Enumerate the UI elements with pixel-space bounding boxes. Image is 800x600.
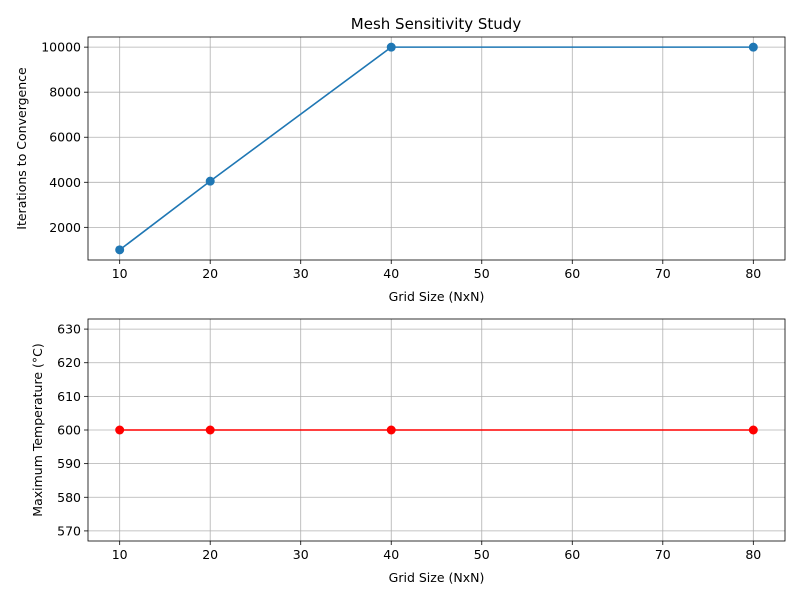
data-point	[386, 425, 396, 435]
y-axis-label: Iterations to Convergence	[14, 67, 29, 230]
chart-title: Mesh Sensitivity Study	[351, 15, 522, 33]
y-tick-label: 610	[57, 389, 81, 404]
x-tick-label: 10	[112, 547, 128, 562]
y-tick-label: 580	[57, 490, 81, 505]
y-tick-label: 570	[57, 523, 81, 538]
y-tick-label: 590	[57, 456, 81, 471]
y-tick-label: 8000	[49, 85, 81, 100]
x-axis-label: Grid Size (NxN)	[389, 570, 485, 585]
data-point	[748, 42, 758, 52]
x-tick-label: 60	[564, 266, 580, 281]
x-tick-label: 20	[202, 547, 218, 562]
data-point	[386, 42, 396, 52]
data-point	[115, 425, 125, 435]
y-tick-label: 4000	[49, 175, 81, 190]
axes-frame	[87, 318, 786, 542]
data-point	[115, 245, 125, 255]
x-tick-label: 10	[112, 266, 128, 281]
x-tick-label: 80	[745, 266, 761, 281]
x-tick-label: 40	[383, 266, 399, 281]
x-tick-label: 60	[564, 547, 580, 562]
y-tick-label: 2000	[49, 220, 81, 235]
x-tick-label: 30	[293, 266, 309, 281]
data-point	[205, 425, 215, 435]
top-subplot-iterations: 10 20 30 40 50 60 70 80 2000 4000 6000 8000 10000 Gri…	[14, 36, 786, 304]
x-tick-label: 40	[383, 547, 399, 562]
x-tick-label: 70	[655, 266, 671, 281]
x-tick-label: 70	[655, 547, 671, 562]
data-point	[748, 425, 758, 435]
x-tick-label: 20	[202, 266, 218, 281]
x-tick-label: 80	[745, 547, 761, 562]
y-tick-label: 6000	[49, 130, 81, 145]
y-tick-label: 600	[57, 423, 81, 438]
y-tick-label: 630	[57, 322, 81, 337]
bottom-subplot-max-temperature: 10 20 30 40 50 60 70 80 570 580 590 600 610 620 630 Gri…	[30, 318, 786, 585]
x-tick-label: 30	[293, 547, 309, 562]
y-tick-label: 620	[57, 355, 81, 370]
series-line	[119, 46, 754, 251]
x-tick-label: 50	[474, 547, 490, 562]
axes-frame	[87, 36, 786, 261]
x-tick-label: 50	[474, 266, 490, 281]
y-axis-label: Maximum Temperature (°C)	[30, 343, 45, 516]
x-axis-label: Grid Size (NxN)	[389, 289, 485, 304]
data-point	[205, 176, 215, 186]
y-tick-label: 10000	[41, 40, 81, 55]
